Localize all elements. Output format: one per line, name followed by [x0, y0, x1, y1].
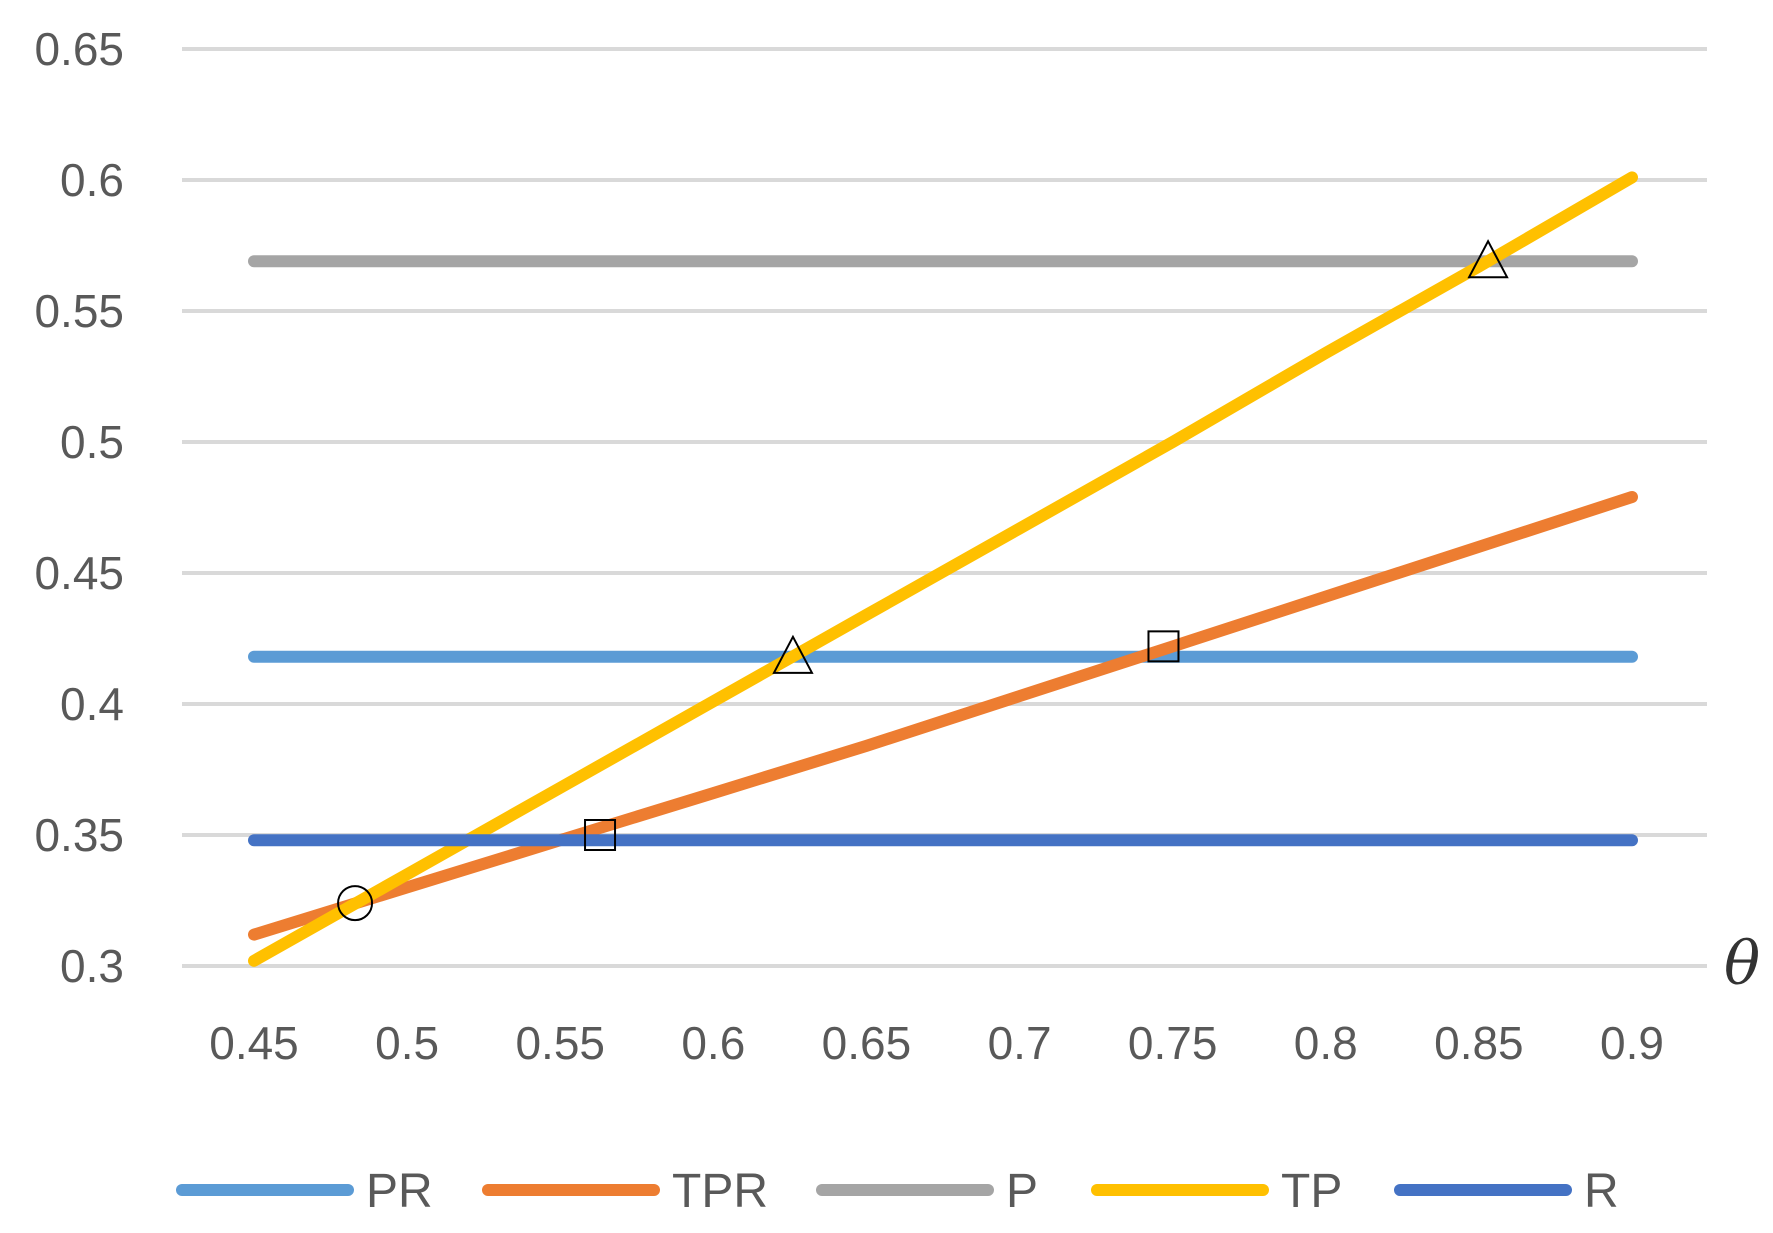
x-tick-label: 0.6 — [681, 1017, 745, 1069]
y-tick-label: 0.55 — [34, 285, 124, 337]
legend-label-pr: PR — [366, 1165, 433, 1218]
x-axis-tick-labels: 0.45 0.5 0.55 0.6 0.65 0.7 0.75 0.8 0.85 0.9 — [209, 1017, 1664, 1069]
triangle-marker — [1467, 239, 1509, 279]
legend-label-tpr: TPR — [672, 1165, 768, 1218]
legend-label-r: R — [1584, 1165, 1619, 1218]
y-tick-label: 0.65 — [34, 23, 124, 75]
x-tick-label: 0.9 — [1600, 1017, 1664, 1069]
x-tick-label: 0.8 — [1294, 1017, 1358, 1069]
legend-label-p: P — [1006, 1165, 1038, 1218]
legend-label-tp: TP — [1281, 1165, 1342, 1218]
x-tick-label: 0.85 — [1434, 1017, 1524, 1069]
x-tick-label: 0.45 — [209, 1017, 299, 1069]
x-tick-label: 0.7 — [988, 1017, 1052, 1069]
x-tick-label: 0.55 — [515, 1017, 605, 1069]
square-marker — [1147, 630, 1180, 663]
square-marker — [584, 819, 617, 851]
triangle-marker — [772, 634, 814, 674]
legend: PR TPR P TP R — [176, 1165, 1619, 1218]
x-tick-label: 0.5 — [375, 1017, 439, 1069]
gridlines — [182, 47, 1707, 968]
x-axis-variable-label: θ — [1724, 929, 1760, 999]
y-tick-label: 0.4 — [60, 678, 124, 730]
y-tick-label: 0.45 — [34, 547, 124, 599]
series-lines — [248, 171, 1638, 967]
circle-marker — [337, 885, 374, 922]
intersection-markers — [337, 239, 1509, 922]
y-tick-label: 0.5 — [60, 416, 124, 468]
x-tick-label: 0.65 — [822, 1017, 912, 1069]
series-line-tpr — [248, 491, 1638, 941]
y-axis-tick-labels: 0.3 0.35 0.4 0.45 0.5 0.55 0.6 0.65 — [34, 23, 124, 992]
y-tick-label: 0.35 — [34, 809, 124, 861]
series-line-tp — [248, 171, 1638, 967]
y-tick-label: 0.3 — [60, 940, 124, 992]
x-tick-label: 0.75 — [1128, 1017, 1218, 1069]
y-tick-label: 0.6 — [60, 154, 124, 206]
